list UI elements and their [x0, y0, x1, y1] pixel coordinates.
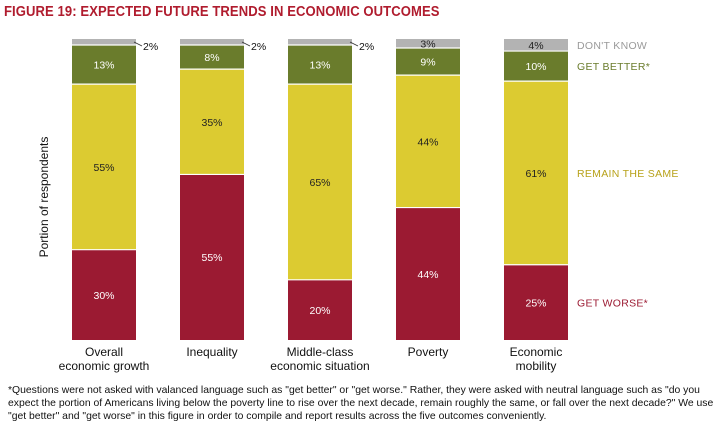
bar-segment — [180, 39, 244, 46]
bars-layer — [72, 39, 568, 340]
footnote: *Questions were not asked with valanced … — [8, 385, 714, 423]
stacked-bar-chart: Portion of respondents 30% 55% 13% 2% 55% 35%… — [37, 39, 679, 373]
bar-segment — [396, 75, 460, 208]
segment-labels-layer: 30% 55% 13% 2% 55% 35% 8% 2% 20% 65% 13% 2% 44% 44% 9%… — [93, 39, 546, 317]
data-label: 20% — [309, 305, 330, 317]
category-label: Overall — [85, 345, 123, 359]
chart-title: FIGURE 19: EXPECTED FUTURE TRENDS IN ECO… — [4, 4, 440, 20]
data-label: 44% — [417, 269, 438, 281]
data-label: 61% — [525, 168, 546, 180]
legend-item: REMAIN THE SAME — [577, 168, 679, 180]
y-axis-label: Portion of respondents — [37, 137, 51, 258]
bar-segment — [396, 207, 460, 340]
data-label: 65% — [309, 177, 330, 189]
bar-segment — [72, 249, 136, 340]
bar-segment — [288, 84, 352, 280]
bar-segment — [288, 279, 352, 340]
data-label: 44% — [417, 136, 438, 148]
data-label: 8% — [204, 52, 219, 64]
data-label: 2% — [359, 41, 374, 53]
bar-segment — [396, 48, 460, 76]
bar-segment — [180, 69, 244, 175]
category-label: Inequality — [186, 345, 237, 359]
category-label: Middle-class — [287, 345, 354, 359]
data-label: 9% — [420, 57, 435, 69]
leader-line — [349, 41, 359, 47]
bar-segment — [504, 51, 568, 82]
bar-segment — [288, 39, 352, 46]
category-label: Poverty — [408, 345, 449, 359]
data-label: 10% — [525, 61, 546, 73]
data-label: 13% — [93, 60, 114, 72]
bar-segment — [504, 81, 568, 265]
leader-line — [133, 41, 143, 47]
bar-segment — [504, 39, 568, 52]
data-label: 55% — [201, 252, 222, 264]
category-label: economic situation — [270, 359, 369, 373]
data-label: 35% — [201, 117, 222, 129]
data-label: 4% — [528, 40, 543, 52]
legend-item: GET BETTER* — [577, 61, 650, 73]
legend-item: DON'T KNOW — [577, 40, 647, 52]
bar-segment — [504, 264, 568, 340]
bar-segment — [72, 39, 136, 46]
legend-item: GET WORSE* — [577, 297, 648, 309]
data-label: 30% — [93, 290, 114, 302]
category-label: economic growth — [59, 359, 150, 373]
data-label: 2% — [251, 41, 266, 53]
bar-segment — [72, 45, 136, 85]
data-label: 25% — [525, 297, 546, 309]
bar-segment — [72, 84, 136, 250]
data-label: 2% — [143, 41, 158, 53]
category-label: mobility — [516, 359, 557, 373]
category-label: Economic — [510, 345, 563, 359]
legend: GET WORSE* REMAIN THE SAME GET BETTER* DON'… — [577, 40, 679, 309]
bar-segment — [396, 39, 460, 49]
data-label: 55% — [93, 162, 114, 174]
bar-segment — [180, 45, 244, 70]
data-label: 3% — [420, 39, 435, 51]
bar-segment — [180, 174, 244, 340]
bar-segment — [288, 45, 352, 85]
data-label: 13% — [309, 60, 330, 72]
leader-line — [241, 41, 251, 47]
